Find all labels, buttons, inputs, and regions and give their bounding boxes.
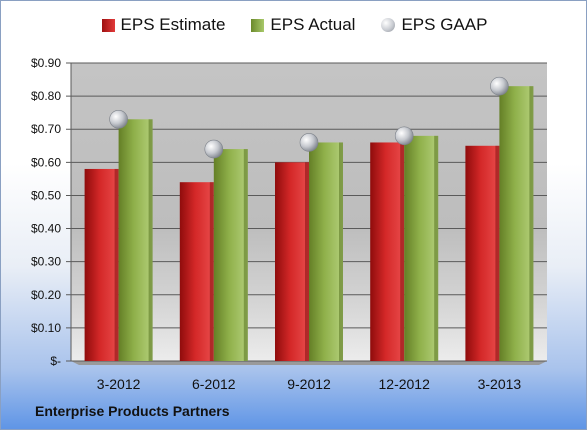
bar-actual [309,142,343,361]
legend-label-estimate: EPS Estimate [120,15,226,34]
legend-swatch-actual [251,18,265,32]
point-gaap [299,133,319,152]
y-tick-label: $0.80 [31,89,61,103]
y-tick-label: $0.90 [31,56,61,70]
legend-swatch-estimate [101,18,115,32]
legend-label-actual: EPS Actual [270,15,356,34]
company-label: Enterprise Products Partners [35,403,230,419]
bar-actual-edge [529,86,534,361]
bar-estimate-edge [209,182,214,361]
y-tick-label: $0.10 [31,321,61,335]
legend-label-gaap: EPS GAAP [401,15,488,34]
bar-estimate [465,145,500,361]
bar-estimate [84,168,119,361]
bar-actual [404,135,439,361]
bar-actual-edge [148,119,153,362]
y-tick-label: $0.60 [31,155,61,169]
legend-item-actual: EPS Actual [251,15,355,35]
x-tick-label: 6-2012 [192,376,236,392]
bar-actual-edge [243,149,248,361]
legend-item-estimate: EPS Estimate [101,15,226,35]
y-tick-label: $0.20 [31,288,61,302]
bar-actual-edge [339,142,343,361]
point-gaap [490,76,509,96]
bar-estimate-edge [114,168,119,361]
bar-actual [118,119,153,362]
legend-item-gaap: EPS GAAP [381,15,487,35]
bar-actual [213,149,248,361]
bar-estimate-edge [305,162,309,361]
y-tick-label: $0.30 [31,255,61,269]
y-tick-label: $0.70 [31,122,61,136]
y-tick-label: $0.40 [31,222,61,236]
bar-estimate-edge [400,142,405,361]
point-gaap [109,109,128,129]
bar-actual-edge [434,135,439,361]
plot-floor [71,361,547,365]
y-tick-label: $- [50,354,61,368]
bar-estimate [370,142,405,361]
x-tick-label: 9-2012 [287,376,331,392]
legend-swatch-gaap [381,18,396,32]
bar-estimate-edge [495,145,500,361]
legend: EPS Estimate EPS Actual EPS GAAP [1,15,586,35]
point-gaap [394,126,414,146]
x-tick-label: 12-2012 [379,376,431,392]
y-tick-label: $0.50 [31,188,61,202]
x-tick-label: 3-2012 [97,376,141,392]
bar-estimate [275,162,309,361]
x-tick-label: 3-2013 [478,376,522,392]
point-gaap [204,139,224,159]
bar-actual [499,86,534,361]
bar-estimate [179,182,214,361]
